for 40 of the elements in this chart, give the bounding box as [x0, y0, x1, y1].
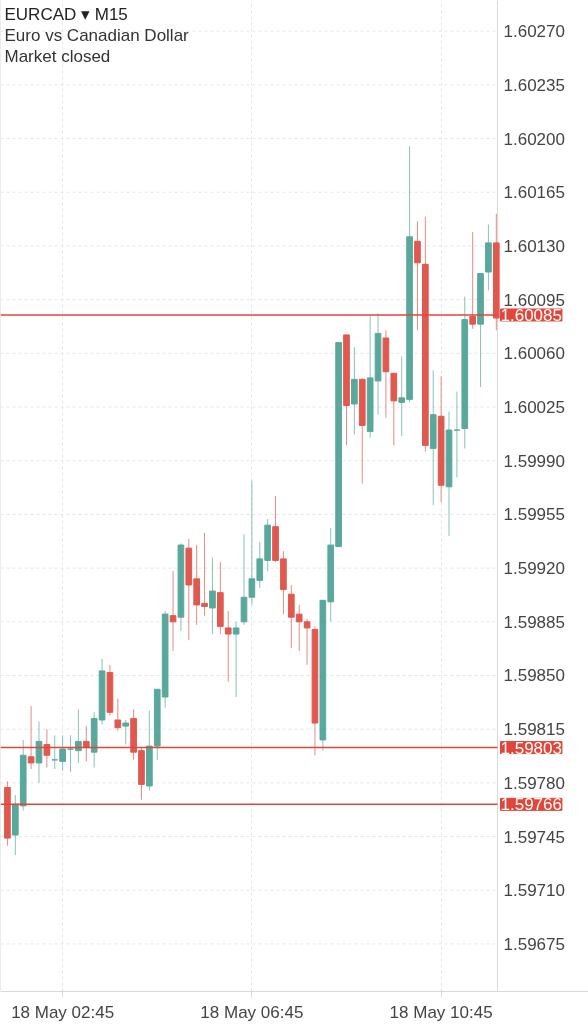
y-tick-label: 1.59850 [503, 666, 565, 686]
y-tick-label: 1.59990 [503, 451, 565, 471]
y-tick-label: 1.59675 [503, 934, 565, 954]
y-tick-label: 1.60270 [503, 22, 565, 42]
text: Euro vs Canadian Dollar [4, 25, 190, 45]
ref-line-label: 1.59766 [500, 795, 562, 815]
candlestick [414, 220, 421, 331]
y-tick-label: 1.59815 [503, 720, 565, 740]
x-tick-label: 18 May 06:45 [200, 1002, 304, 1022]
x-tick-label: 18 May 02:45 [11, 1002, 115, 1022]
y-tick-label: 1.59885 [503, 612, 565, 632]
annotation: Market closed [4, 46, 111, 66]
y-tick-label: 1.60025 [503, 398, 565, 418]
y-tick-label: 1.60130 [503, 236, 565, 256]
candlestick [27, 705, 35, 770]
y-tick-label: 1.59955 [503, 505, 565, 525]
y-tick-label: 1.59780 [503, 773, 565, 793]
ref-line-label: 1.60085 [500, 305, 562, 325]
chart-title: EURCAD ▾ M15 [4, 4, 128, 24]
x-tick-label: 18 May 10:45 [389, 1002, 493, 1022]
candlestick [453, 391, 461, 479]
y-tick-label: 1.60165 [503, 183, 565, 203]
ref-line-label: 1.59803 [500, 738, 562, 758]
y-tick-label: 1.60200 [503, 129, 565, 149]
candlestick [224, 610, 232, 683]
candlestick [35, 721, 43, 784]
candlestick [75, 708, 82, 764]
candlestick [169, 570, 177, 652]
y-tick-label: 1.60060 [503, 344, 565, 364]
y-tick-label: 1.59710 [503, 881, 565, 901]
candlestick [43, 728, 51, 769]
y-tick-label: 1.60235 [503, 75, 565, 95]
candlestick [469, 231, 476, 330]
candlestick [67, 734, 74, 773]
candlestick [232, 621, 240, 698]
y-tick-label: 1.59745 [503, 827, 565, 847]
y-tick-label: 1.59920 [503, 559, 565, 579]
candlestick [209, 556, 216, 635]
candlestick [114, 698, 122, 732]
candlestick [122, 719, 130, 746]
